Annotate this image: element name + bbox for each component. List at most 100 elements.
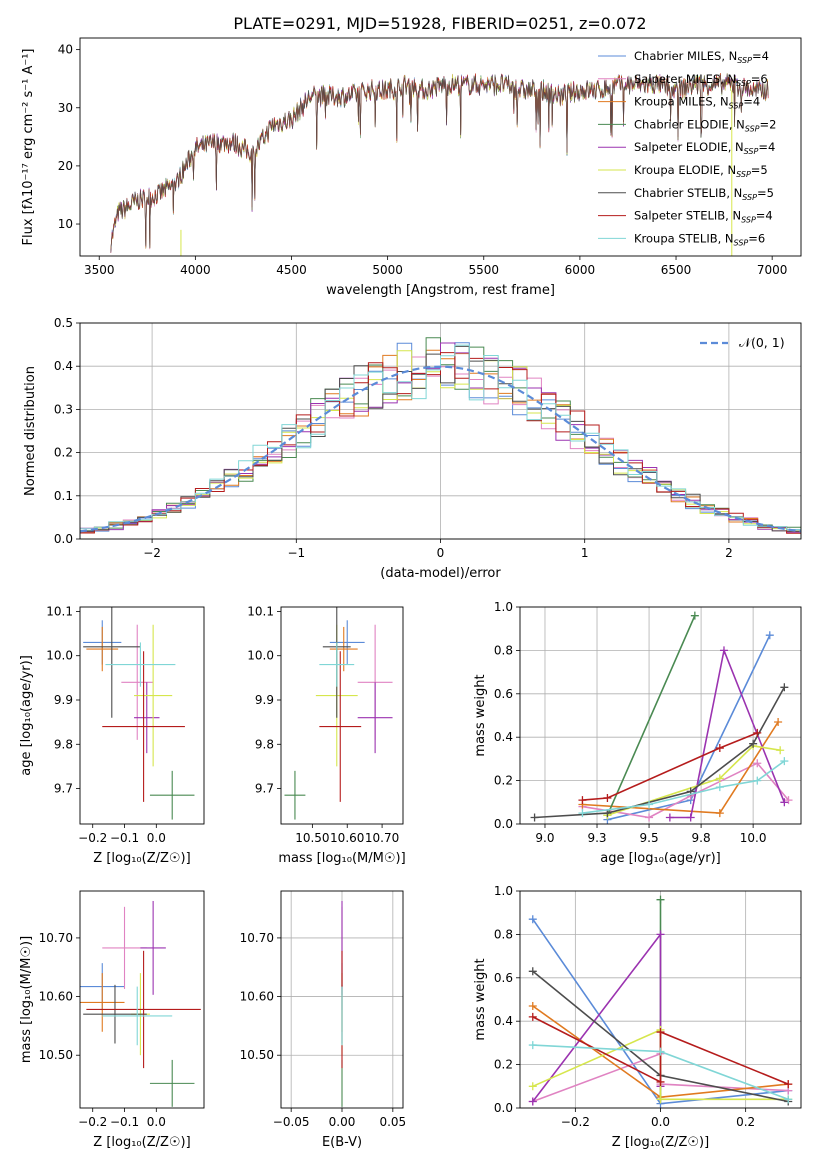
- x-tick-label: 5500: [468, 263, 499, 277]
- series-line: [582, 732, 758, 801]
- y-tick-label: 10: [58, 217, 73, 231]
- errorbar-chabrier-elodie: [284, 770, 306, 820]
- series-point: [715, 809, 724, 818]
- series-salpeter-stelib: [528, 1012, 793, 1089]
- panel-weight-vs-z: −0.2 0.0 0.2 0.0 0.2 0.4 0.6 0.8 1.0 Z [log₁₀(Z/Z…: [473, 884, 802, 1150]
- x-axis-label: Z [log₁₀(Z/Z☉)]: [93, 851, 190, 866]
- y-tick-label: 0.8: [494, 643, 513, 657]
- y-tick-label: 1.0: [494, 884, 513, 898]
- series-point: [578, 809, 587, 818]
- spectrum-line-chabrier-stelib: [110, 73, 769, 253]
- series-point: [776, 746, 785, 755]
- axes: 9.0 9.3 9.5 9.8 10.0 0.0 0.2 0.4 0.6 0.8 1.0 age [l…: [473, 600, 802, 866]
- y-tick-label: 10.50: [240, 1048, 274, 1062]
- y-axis-label: Flux [fλ10⁻¹⁷ erg cm⁻² s⁻¹ A⁻¹]: [21, 49, 36, 246]
- errorbar-chabrier-elodie: [149, 1059, 195, 1107]
- y-tick-label: 0.4: [494, 1014, 513, 1028]
- errorbar-kroupa-stelib: [105, 642, 176, 687]
- errorbar-kroupa-miles: [329, 626, 358, 672]
- x-tick-label: 3500: [84, 263, 115, 277]
- plot-area: [528, 895, 793, 1108]
- series-point: [645, 813, 654, 822]
- x-tick-label: −0.2: [78, 1115, 107, 1129]
- series-point: [715, 783, 724, 792]
- y-tick-label: 10.0: [46, 649, 73, 663]
- errorbar-kroupa-stelib: [319, 642, 355, 687]
- legend-entry-salpeter-elodie: Salpeter ELODIE, NSSP=4: [634, 140, 775, 156]
- series-salpeter-stelib: [578, 728, 762, 805]
- series-point: [715, 774, 724, 783]
- errorbar-salpeter-miles: [102, 906, 147, 989]
- y-tick-label: 40: [58, 43, 73, 57]
- x-tick-label: 0: [437, 546, 445, 560]
- series-point: [578, 796, 587, 805]
- x-tick-label: −0.1: [110, 831, 139, 845]
- y-tick-label: 9.7: [54, 782, 73, 796]
- series-point: [656, 1077, 665, 1086]
- y-tick-label: 0.2: [54, 446, 73, 460]
- errorbar-kroupa-stelib: [102, 986, 173, 1046]
- errorbar-salpeter-stelib: [319, 651, 362, 802]
- y-tick-label: 1.0: [494, 600, 513, 614]
- x-tick-label: 7000: [757, 263, 788, 277]
- panel-weight-vs-age: 9.0 9.3 9.5 9.8 10.0 0.0 0.2 0.4 0.6 0.8 1.0 age [l…: [473, 600, 802, 866]
- series-point: [719, 646, 728, 655]
- plot-area: [530, 611, 793, 824]
- normal-curve: [80, 365, 801, 533]
- x-tick-label: 10.70: [365, 831, 399, 845]
- series-point: [765, 631, 774, 640]
- panel-mass-vs-ebv: −0.05 0.00 0.05 10.50 10.60 10.70 E(B-V): [240, 890, 406, 1150]
- x-tick-label: −0.2: [561, 1115, 590, 1129]
- series-point: [780, 757, 789, 766]
- spectrum-legend: Chabrier MILES, NSSP=4 Salpeter MILES, NS…: [598, 49, 776, 247]
- legend-entry-normal: 𝒩(0, 1): [739, 335, 785, 350]
- series-line: [669, 647, 786, 819]
- y-tick-label: 0.6: [494, 971, 513, 985]
- legend-entry-salpeter-stelib: Salpeter STELIB, NSSP=4: [634, 209, 773, 225]
- x-tick-label: 0.05: [379, 1115, 406, 1129]
- series-point: [753, 728, 762, 737]
- panel-spectrum: 3500 4000 4500 5000 5500 6000 6500 7000 10 20 30 40…: [21, 37, 802, 298]
- series-point: [690, 611, 699, 620]
- panel-age-vs-z: −0.2 −0.1 0.0 9.7 9.8 9.9 10.0 10.1 Z [log₁₀(Z/Z…: [19, 604, 205, 866]
- axes: −2 −1 0 1 2 0.0 0.1 0.2 0.3 0.4 0.5 (data-model)/er…: [23, 316, 802, 581]
- x-axis-label: age [log₁₀(age/yr)]: [600, 851, 721, 866]
- series-point: [686, 813, 695, 822]
- x-tick-label: 10.0: [740, 831, 767, 845]
- y-tick-label: 0.3: [54, 402, 73, 416]
- series-point: [656, 895, 665, 904]
- axes-frame: [519, 890, 802, 1109]
- residuals-legend: 𝒩(0, 1): [700, 335, 785, 350]
- series-kroupa-stelib: [578, 757, 789, 818]
- y-axis-label: mass weight: [473, 674, 488, 756]
- series-kroupa-stelib: [528, 1041, 793, 1104]
- y-tick-label: 9.8: [255, 737, 274, 751]
- series-point: [656, 1047, 665, 1056]
- x-tick-label: 9.8: [692, 831, 711, 845]
- x-tick-label: −2: [143, 546, 161, 560]
- series-point: [528, 1041, 537, 1050]
- x-tick-label: −1: [287, 546, 305, 560]
- y-tick-label: 10.60: [240, 990, 274, 1004]
- axes: −0.2 −0.1 0.0 10.50 10.60 10.70 Z [log₁₀(Z/Z☉)…: [19, 890, 205, 1150]
- panel-residuals: −2 −1 0 1 2 0.0 0.1 0.2 0.3 0.4 0.5 (data-model)/er…: [23, 316, 802, 581]
- plot-area: [284, 607, 393, 820]
- errorbar-chabrier-miles: [329, 620, 365, 665]
- series-point: [528, 1002, 537, 1011]
- y-tick-label: 20: [58, 159, 73, 173]
- x-tick-label: 9.0: [535, 831, 554, 845]
- legend-entry-salpeter-miles: Salpeter MILES, NSSP=6: [634, 72, 768, 88]
- x-tick-label: 6000: [565, 263, 596, 277]
- errorbar-kroupa-elodie: [134, 624, 173, 767]
- x-axis-label: (data-model)/error: [380, 566, 501, 581]
- plot-area: [80, 900, 201, 1107]
- axes: −0.2 −0.1 0.0 9.7 9.8 9.9 10.0 10.1 Z [log₁₀(Z/Z…: [19, 604, 205, 866]
- legend-entry-chabrier-elodie: Chabrier ELODIE, NSSP=2: [634, 117, 776, 133]
- y-axis-label: Normed distribution: [23, 366, 38, 496]
- series-point: [528, 1082, 537, 1091]
- x-tick-label: 0.0: [147, 831, 166, 845]
- x-tick-label: 0.00: [329, 1115, 356, 1129]
- y-tick-label: 9.8: [54, 737, 73, 751]
- legend-entry-kroupa-elodie: Kroupa ELODIE, NSSP=5: [634, 163, 768, 179]
